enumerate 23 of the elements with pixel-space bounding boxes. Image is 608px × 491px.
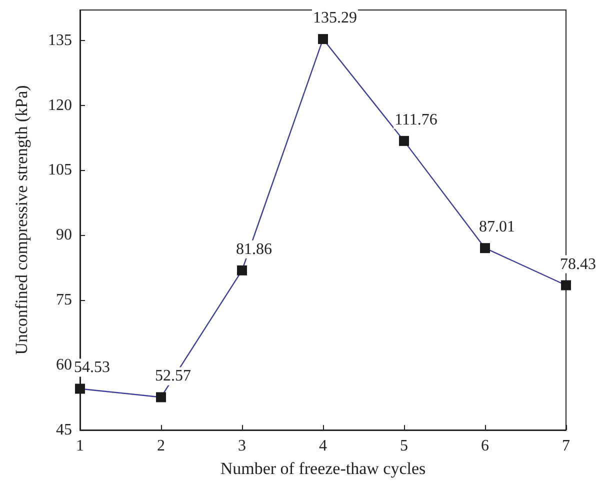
- data-label: 87.01: [479, 218, 515, 236]
- x-tick-label: 5: [400, 438, 408, 454]
- x-tick-label: 6: [481, 438, 489, 454]
- y-tick-label: 90: [56, 226, 72, 244]
- data-label: 78.43: [560, 256, 596, 273]
- x-tick-label: 2: [157, 438, 165, 454]
- data-label: 111.76: [394, 111, 438, 128]
- y-tick-label: 60: [56, 356, 72, 374]
- x-tick-label: 7: [562, 438, 570, 454]
- y-tick-label: 45: [56, 422, 72, 438]
- data-label: 52.57: [155, 368, 191, 385]
- data-label: 81.86: [236, 240, 272, 258]
- x-tick-label: 4: [319, 438, 327, 454]
- y-tick-label: 120: [48, 96, 72, 114]
- y-tick-label: 135: [48, 32, 72, 49]
- x-tick-label: 3: [238, 438, 246, 454]
- y-tick-label: 75: [56, 292, 72, 309]
- y-tick-label: 105: [48, 162, 72, 179]
- y-axis-title: Unconfined compressive strength (kPa): [12, 85, 31, 355]
- data-label: 54.53: [74, 359, 110, 376]
- x-tick-label: 1: [76, 438, 84, 454]
- x-axis-title: Number of freeze-thaw cycles: [220, 459, 426, 478]
- data-label: 135.29: [313, 10, 357, 27]
